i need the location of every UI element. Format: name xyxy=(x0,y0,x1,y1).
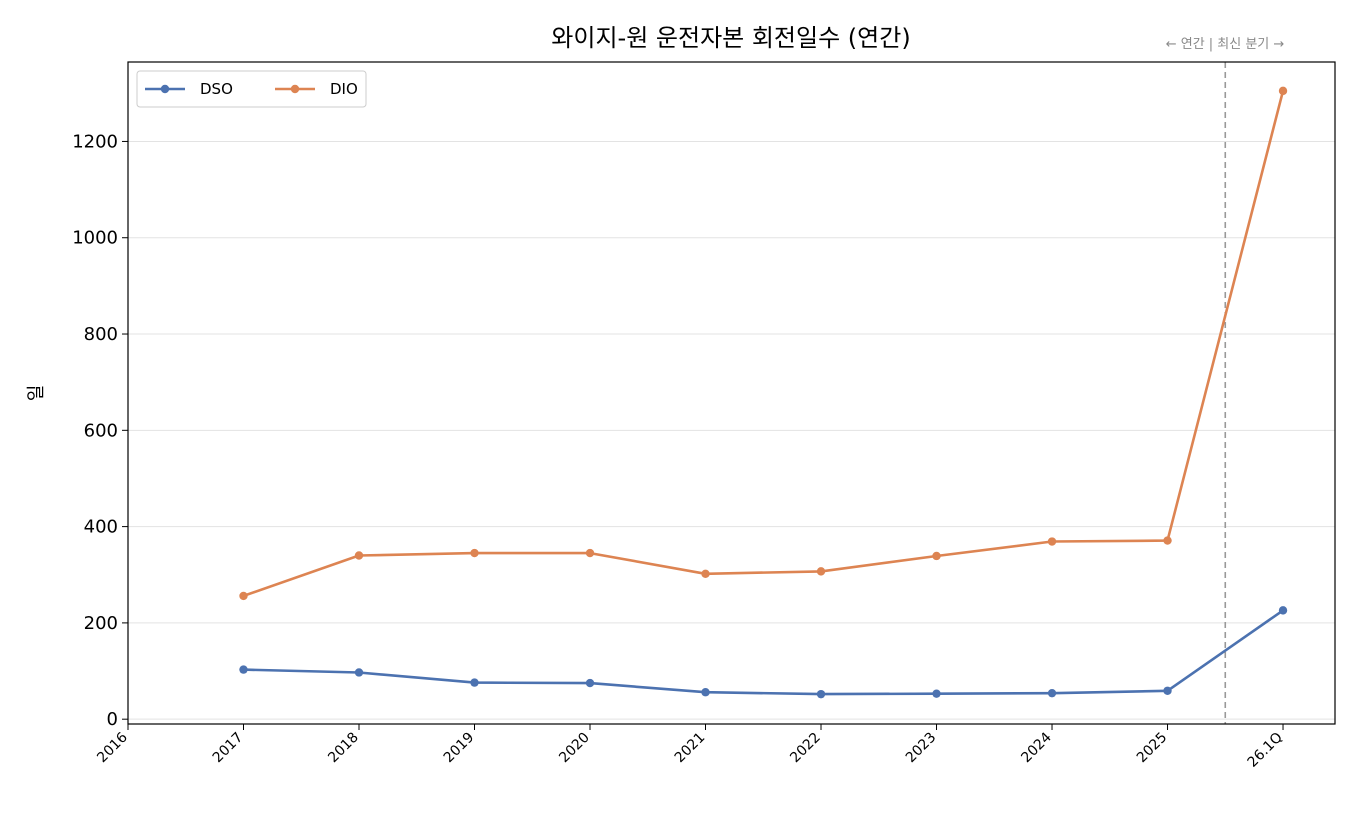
y-tick-label: 0 xyxy=(107,709,118,730)
data-point-dso xyxy=(470,678,479,687)
data-point-dio xyxy=(354,551,364,560)
data-point-dio xyxy=(1163,536,1172,545)
data-point-dio xyxy=(239,591,248,601)
data-point-dso xyxy=(816,689,826,699)
series-line-dio xyxy=(243,90,1285,598)
data-point-dso xyxy=(932,689,941,698)
data-point-dio xyxy=(816,567,826,576)
data-point-dio xyxy=(585,548,595,558)
legend-label-dso: DSO xyxy=(200,80,233,98)
data-point-dso xyxy=(239,665,248,674)
data-point-dio xyxy=(1278,86,1288,96)
y-tick-label: 1200 xyxy=(72,131,118,152)
legend: DSO DIO xyxy=(136,70,367,108)
data-point-dio xyxy=(701,569,710,578)
data-point-dso xyxy=(585,678,595,688)
y-gridlines xyxy=(128,140,1335,720)
y-tick-label: 200 xyxy=(84,613,118,634)
chart-title: 와이지-원 운전자본 회전일수 (연간) xyxy=(551,24,910,52)
data-point-dio xyxy=(932,551,941,561)
data-point-dio xyxy=(1047,537,1057,546)
y-tick-label: 800 xyxy=(84,324,118,345)
y-axis: 0 200 400 600 800 1000 1200 xyxy=(72,131,128,730)
legend-marker-dso xyxy=(160,84,170,94)
series-line-dso xyxy=(243,609,1284,696)
y-tick-label: 400 xyxy=(84,517,118,538)
data-point-dso xyxy=(701,688,710,697)
series-layer xyxy=(239,86,1288,699)
data-point-dso xyxy=(1278,606,1288,615)
data-point-dso xyxy=(1047,688,1057,698)
plot-frame xyxy=(127,61,1336,725)
divider-annotation: ← 연간 | 최신 분기 → xyxy=(1166,37,1285,52)
data-point-dso xyxy=(1163,686,1172,695)
y-tick-label: 600 xyxy=(84,420,118,441)
legend-box xyxy=(136,70,367,108)
data-point-dio xyxy=(470,548,479,558)
legend-marker-dio xyxy=(290,84,300,94)
legend-label-dio: DIO xyxy=(330,80,358,98)
y-tick-label: 1000 xyxy=(72,228,118,249)
data-point-dso xyxy=(354,668,364,677)
y-axis-label: 일 xyxy=(26,385,47,402)
